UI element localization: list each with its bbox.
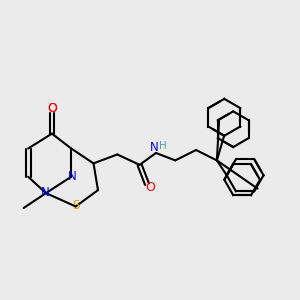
Text: S: S [73, 200, 80, 212]
Text: H: H [159, 141, 167, 152]
Text: O: O [47, 102, 57, 115]
Text: N: N [41, 186, 50, 199]
Text: O: O [47, 102, 57, 115]
Text: N: N [150, 141, 159, 154]
Text: O: O [146, 181, 155, 194]
Text: N: N [68, 170, 76, 183]
